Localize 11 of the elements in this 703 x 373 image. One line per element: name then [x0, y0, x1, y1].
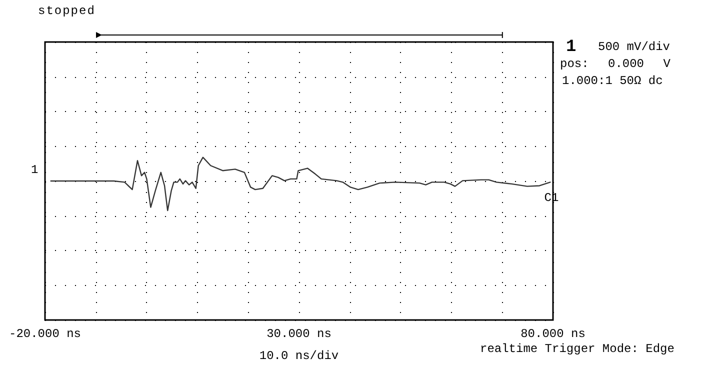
x-tick-label: 80.000 ns	[520, 327, 586, 341]
text: 500 mV/div	[598, 40, 670, 54]
text: realtime Trigger Mode: Edge	[480, 342, 676, 356]
text: 1	[566, 38, 576, 57]
x-tick-label: 30.000 ns	[266, 327, 332, 341]
x-axis-title: 10.0 ns/div	[259, 349, 339, 363]
text: pos: 0.000 V	[560, 57, 670, 71]
x-tick-label: -20.000 ns	[8, 327, 82, 341]
chart-subtitle: stopped	[38, 4, 96, 18]
text: 1	[31, 163, 38, 177]
text: 1.000:1 50Ω dc	[562, 74, 663, 88]
